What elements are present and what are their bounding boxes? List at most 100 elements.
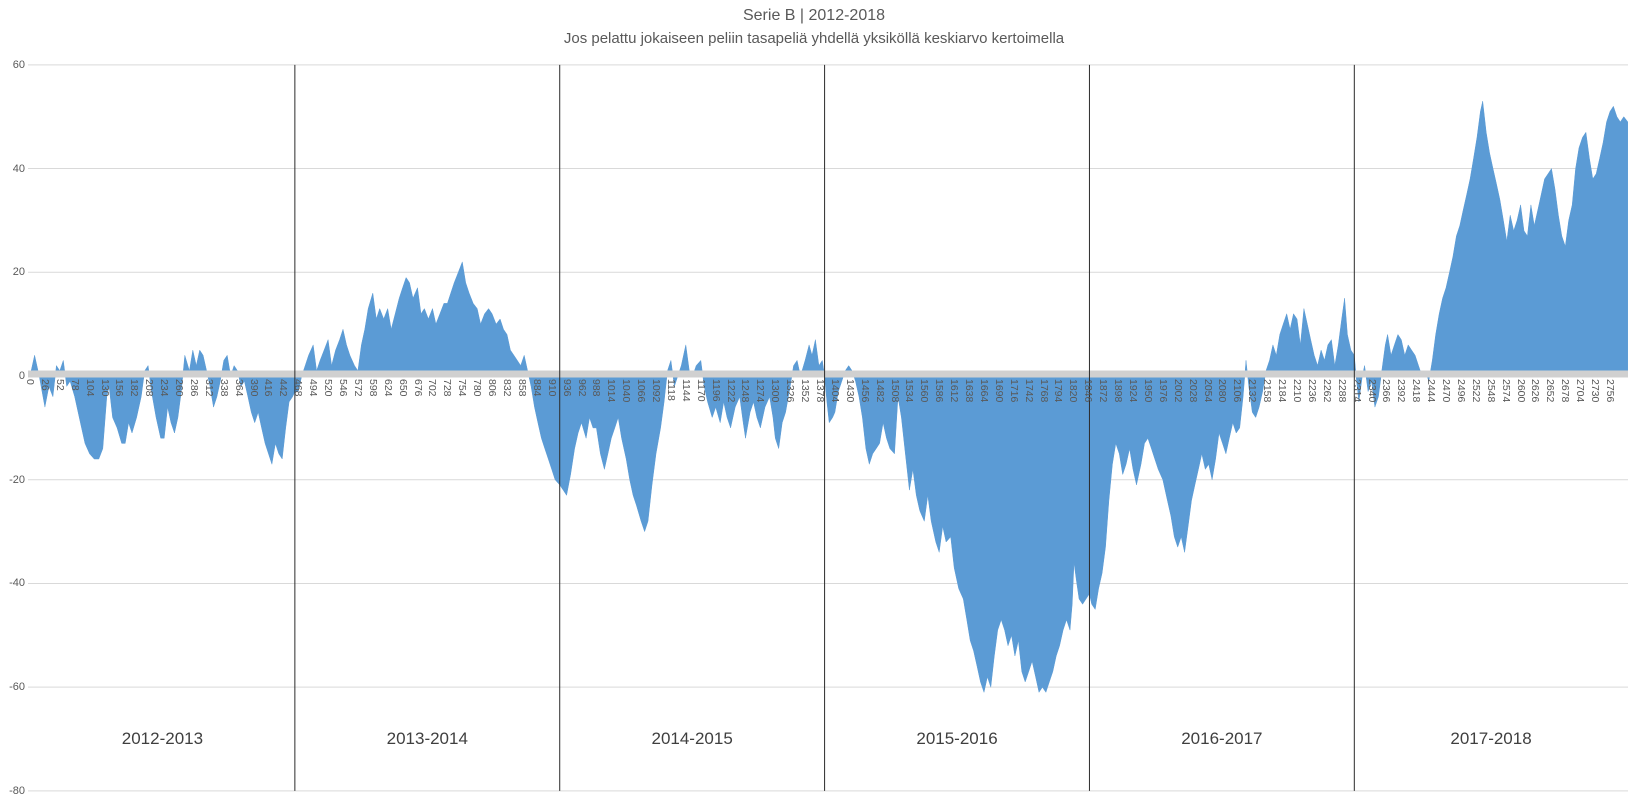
y-axis-tick-label: 0 <box>18 370 25 382</box>
x-axis-tick-label: 2340 <box>1365 379 1378 403</box>
x-axis-tick-label: 624 <box>381 379 394 397</box>
x-axis-tick-label: 884 <box>530 379 543 397</box>
x-axis-tick-label: 2288 <box>1335 379 1348 403</box>
x-axis-tick-label: 1768 <box>1037 379 1050 403</box>
y-axis-tick-label: -40 <box>9 577 25 590</box>
x-axis-tick-label: 806 <box>486 379 499 397</box>
x-axis-tick-label: 1326 <box>784 379 797 403</box>
x-axis-tick-label: 2236 <box>1305 379 1318 403</box>
x-axis-tick-label: 572 <box>351 379 364 397</box>
x-axis-tick-label: 962 <box>575 379 588 397</box>
x-axis-tick-label: 2184 <box>1276 379 1289 403</box>
x-axis-tick-label: 546 <box>337 379 350 397</box>
x-axis-tick-label: 52 <box>53 379 66 391</box>
x-axis-tick-label: 1170 <box>694 379 707 402</box>
x-axis-tick-label: 182 <box>128 379 141 397</box>
season-label: 2016-2017 <box>1181 729 1263 748</box>
season-label: 2012-2013 <box>121 729 204 748</box>
y-axis-tick-label: -20 <box>9 473 25 486</box>
x-axis-tick-label: 2262 <box>1320 379 1333 403</box>
x-axis-tick-label: 1820 <box>1067 379 1080 403</box>
x-axis-tick-label: 1950 <box>1141 379 1154 403</box>
x-axis-tick-label: 468 <box>292 379 305 397</box>
chart-subtitle: Jos pelattu jokaiseen peliin tasapeliä y… <box>563 30 1065 47</box>
x-axis-tick-label: 1300 <box>769 379 782 403</box>
x-axis-tick-label: 338 <box>217 379 230 397</box>
x-axis-tick-label: 208 <box>143 379 156 397</box>
x-axis-tick-label: 2210 <box>1290 379 1303 403</box>
x-axis-tick-label: 650 <box>396 379 409 397</box>
x-axis-tick-label: 1066 <box>635 379 648 403</box>
season-label: 2013-2014 <box>386 729 468 748</box>
season-label: 2014-2015 <box>651 729 733 748</box>
x-axis-tick-label: 416 <box>262 379 275 397</box>
x-axis-tick-label: 1482 <box>873 379 886 403</box>
zero-axis-band <box>28 370 1628 378</box>
x-axis-tick-label: 390 <box>247 379 260 397</box>
x-axis-tick-label: 2470 <box>1440 379 1453 403</box>
x-axis-tick-label: 676 <box>411 379 424 397</box>
x-axis-tick-label: 598 <box>366 379 379 397</box>
x-axis-tick-label: 260 <box>173 379 186 397</box>
x-axis-tick-label: 442 <box>277 379 290 397</box>
x-axis-tick-label: 2444 <box>1425 379 1438 403</box>
x-axis-tick-label: 1352 <box>799 379 812 403</box>
y-axis-tick-label: 20 <box>12 266 25 279</box>
x-axis-tick-label: 1040 <box>620 379 633 403</box>
y-axis-tick-label: 60 <box>12 58 25 71</box>
x-axis-tick-label: 1898 <box>1112 379 1125 403</box>
x-axis-tick-label: 1846 <box>1082 379 1095 403</box>
season-label: 2015-2016 <box>916 729 998 748</box>
x-axis-tick-label: 1534 <box>903 379 916 403</box>
x-axis-tick-label: 2704 <box>1574 379 1587 403</box>
y-axis-tick-label: 40 <box>12 162 25 175</box>
x-axis-tick-label: 988 <box>590 379 603 397</box>
x-axis-tick-label: 2626 <box>1529 379 1542 403</box>
x-axis-tick-label: 2158 <box>1261 379 1274 403</box>
x-axis-tick-label: 2028 <box>1186 379 1199 403</box>
x-axis-tick-label: 1508 <box>888 379 901 403</box>
x-axis-tick-label: 0 <box>24 379 36 385</box>
x-axis-tick-label: 494 <box>307 379 320 397</box>
x-axis-tick-label: 2678 <box>1559 379 1572 403</box>
x-axis-tick-label: 754 <box>456 379 469 397</box>
x-axis-tick-label: 130 <box>98 379 111 397</box>
chart-title: Serie B | 2012-2018 <box>742 7 886 24</box>
x-axis-tick-label: 1976 <box>1156 379 1169 403</box>
x-axis-tick-label: 1586 <box>933 379 946 403</box>
x-axis-tick-label: 702 <box>426 379 439 397</box>
x-axis-tick-label: 364 <box>232 379 245 397</box>
x-axis-tick-label: 1794 <box>1052 379 1065 403</box>
x-axis-tick-label: 1144 <box>679 379 692 402</box>
x-axis-tick-label: 728 <box>441 379 454 397</box>
x-axis-tick-label: 234 <box>158 379 171 397</box>
x-axis-tick-label: 1274 <box>754 379 767 403</box>
x-axis-tick-label: 2314 <box>1350 379 1363 403</box>
x-axis-tick-label: 2366 <box>1380 379 1393 403</box>
x-axis-tick-label: 1118 <box>664 379 677 401</box>
x-axis-tick-label: 780 <box>471 379 484 397</box>
x-axis-tick-label: 2132 <box>1246 379 1259 403</box>
y-axis-tick-label: -60 <box>9 681 25 694</box>
x-axis-tick-label: 1222 <box>724 379 737 403</box>
x-axis-tick-label: 1690 <box>992 379 1005 403</box>
x-axis-tick-label: 1742 <box>1022 379 1035 403</box>
x-axis-tick-label: 2548 <box>1484 379 1497 403</box>
x-axis-tick-label: 2574 <box>1499 379 1512 403</box>
x-axis-tick-label: 2418 <box>1410 379 1423 403</box>
x-axis-tick-label: 1560 <box>918 379 931 403</box>
area-series <box>29 101 1628 694</box>
x-axis-tick-label: 1404 <box>828 379 841 403</box>
x-axis-tick-label: 1248 <box>739 379 752 403</box>
x-axis-tick-label: 1378 <box>814 379 826 403</box>
x-axis-tick-label: 2756 <box>1604 379 1616 403</box>
x-axis-tick-label: 2496 <box>1454 379 1467 403</box>
x-axis-tick-label: 520 <box>322 379 335 397</box>
season-label: 2017-2018 <box>1450 729 1532 748</box>
x-axis-tick-label: 1872 <box>1097 379 1110 403</box>
x-axis-tick-label: 910 <box>545 379 558 397</box>
x-axis-tick-label: 1638 <box>963 379 976 403</box>
x-axis-tick-label: 1664 <box>977 379 990 403</box>
